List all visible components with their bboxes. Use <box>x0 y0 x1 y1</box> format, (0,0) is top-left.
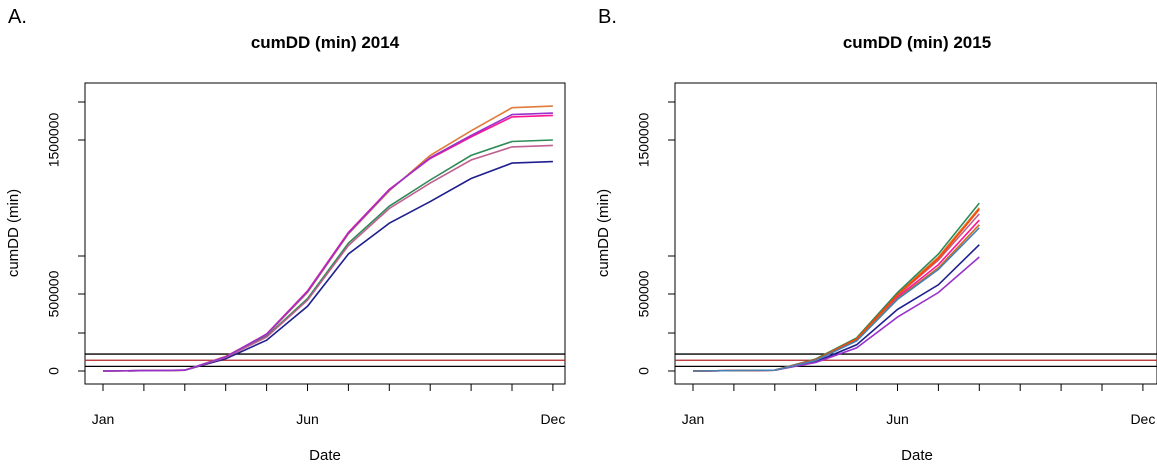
panel-a-y-tick-label: 1500000 <box>46 113 62 168</box>
panel-a-label: A. <box>8 6 27 28</box>
panel-a-y-tick-label: 500000 <box>46 270 62 317</box>
panel-a-plot-frame <box>84 82 566 385</box>
panel-b-series-line <box>692 244 980 372</box>
panel-b-series-line <box>692 227 980 372</box>
panel-b-y-tick-label: 0 <box>636 367 652 375</box>
panel-b-title: cumDD (min) 2015 <box>843 33 991 52</box>
panel-b-series-line <box>692 207 980 372</box>
panel-a-x-tick-label: Jan <box>92 411 115 427</box>
panel-a-series-line <box>102 112 553 372</box>
panel-b-x-tick-label: Jun <box>886 411 909 427</box>
panel-b-y-tick-label: 1500000 <box>636 113 652 168</box>
panel-b-x-tick-label: Dec <box>1130 411 1155 427</box>
panel-a-series-line <box>102 139 553 372</box>
panel-b-x-axis-label: Date <box>901 447 933 464</box>
panel-b-series-line <box>692 202 980 372</box>
panel-b-series-line <box>692 208 980 372</box>
panel-a-y-axis-label: cumDD (min) <box>5 189 22 277</box>
panel-b-y-tick-label: 500000 <box>636 270 652 317</box>
panel-b-label: B. <box>598 6 617 28</box>
panel-b-x-tick-label: Jan <box>682 411 705 427</box>
panel-a-series-line <box>102 160 553 372</box>
panel-a-series-line <box>102 105 553 372</box>
panel-a-series-line <box>102 114 553 372</box>
panel-b-plot-frame <box>674 82 1157 385</box>
panel-b-y-axis-label: cumDD (min) <box>595 189 612 277</box>
panel-a-y-tick-label: 0 <box>46 367 62 375</box>
panel-a-x-tick-label: Dec <box>540 411 565 427</box>
panel-a-x-axis-label: Date <box>309 447 341 464</box>
panel-b-series-line <box>692 213 980 372</box>
panel-a-title: cumDD (min) 2014 <box>251 33 400 52</box>
panel-a-series-line <box>102 144 553 372</box>
panel-a-x-tick-label: Jun <box>296 411 319 427</box>
